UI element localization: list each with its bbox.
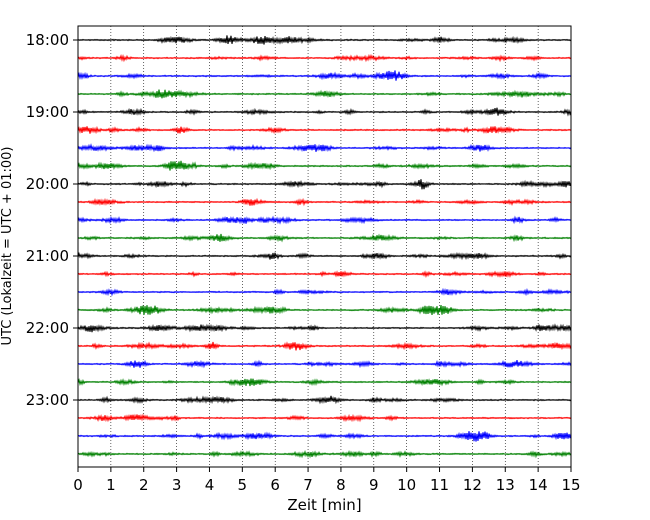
x-tick-label-0: 0 <box>73 476 83 494</box>
trace-1815 <box>77 53 572 63</box>
trace-2145 <box>77 304 572 315</box>
x-tick-label-11: 11 <box>430 476 449 494</box>
trace-1900 <box>77 107 572 117</box>
trace-1945 <box>77 160 572 171</box>
y-axis-label: UTC (Lokalzeit = UTC + 01:00) <box>0 147 15 346</box>
y-tick-label-19:00: 19:00 <box>26 103 69 121</box>
trace-1830 <box>77 70 572 81</box>
x-tick-label-14: 14 <box>529 476 548 494</box>
trace-2045 <box>77 233 572 243</box>
x-axis-label: Zeit [min] <box>287 496 361 514</box>
seismic-traces <box>77 35 572 459</box>
trace-2200 <box>77 323 572 333</box>
trace-2300 <box>77 395 572 405</box>
trace-2245 <box>77 377 572 387</box>
plot-frame <box>77 25 572 468</box>
x-tick-label-2: 2 <box>139 476 149 494</box>
x-tick-label-1: 1 <box>106 476 116 494</box>
y-tick-label-22:00: 22:00 <box>26 319 69 337</box>
y-tick-label-23:00: 23:00 <box>26 391 69 409</box>
x-tick-label-8: 8 <box>336 476 346 494</box>
x-tick-label-3: 3 <box>172 476 182 494</box>
trace-2100 <box>77 251 572 261</box>
trace-1845 <box>77 89 572 99</box>
trace-2115 <box>77 270 572 278</box>
trace-1800 <box>77 35 572 45</box>
x-tick-label-4: 4 <box>205 476 215 494</box>
x-tick-label-9: 9 <box>369 476 379 494</box>
trace-2345 <box>77 449 572 459</box>
trace-2030 <box>77 215 572 225</box>
trace-2330 <box>77 431 572 442</box>
trace-2000 <box>77 179 572 190</box>
x-tick-label-13: 13 <box>496 476 515 494</box>
trace-2230 <box>77 359 572 369</box>
y-tick-label-18:00: 18:00 <box>26 31 69 49</box>
trace-2130 <box>77 287 572 297</box>
trace-1915 <box>77 125 572 135</box>
x-tick-label-6: 6 <box>270 476 280 494</box>
x-tick-label-5: 5 <box>238 476 248 494</box>
trace-2315 <box>77 413 572 423</box>
trace-1930 <box>77 143 572 153</box>
x-tick-label-10: 10 <box>397 476 416 494</box>
y-tick-label-20:00: 20:00 <box>26 175 69 193</box>
trace-2015 <box>77 197 572 207</box>
y-axis-ticks: 18:00 19:00 20:00 21:00 22:00 23:00 <box>26 31 78 409</box>
x-tick-label-12: 12 <box>463 476 482 494</box>
trace-2215 <box>77 341 572 351</box>
x-tick-label-15: 15 <box>561 476 580 494</box>
x-tick-label-7: 7 <box>303 476 313 494</box>
x-axis-ticks: 0 1 2 3 4 5 6 7 8 9 10 11 12 13 14 15 <box>73 467 581 494</box>
y-tick-label-21:00: 21:00 <box>26 247 69 265</box>
